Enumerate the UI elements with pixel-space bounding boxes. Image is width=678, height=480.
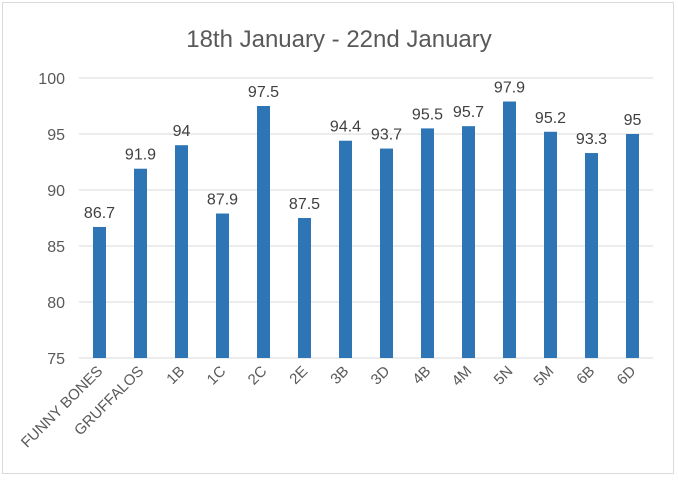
x-tick-label: 3D: [368, 363, 394, 389]
data-label: 94: [173, 123, 191, 140]
x-tick-label: 2C: [245, 363, 271, 389]
x-tick-label: 6D: [614, 363, 640, 389]
x-tick-label: 4B: [409, 363, 434, 388]
data-label: 95.5: [412, 106, 443, 123]
y-tick-label: 95: [47, 127, 65, 144]
x-tick-label: 5M: [531, 363, 558, 390]
bar-chart: 18th January - 22nd January 75 80 85 90 95 10…: [18, 26, 653, 452]
bar: [626, 134, 639, 358]
bar: [380, 148, 393, 358]
x-tick-label: 2E: [286, 363, 311, 388]
bar: [298, 218, 311, 358]
x-tick-label: 5N: [491, 363, 517, 389]
data-label: 87.9: [207, 192, 238, 209]
y-tick-label: 100: [38, 71, 65, 88]
bar: [216, 213, 229, 358]
data-label: 97.5: [248, 84, 279, 101]
y-tick-label: 90: [47, 183, 65, 200]
chart-area: 18th January - 22nd January 75 80 85 90 95 10…: [2, 2, 674, 474]
x-tick-label: 4M: [449, 363, 476, 390]
gridlines: [79, 77, 653, 359]
bar: [339, 140, 352, 358]
bar: [134, 168, 147, 358]
bar: [175, 145, 188, 358]
y-tick-label: 80: [47, 295, 65, 312]
data-label: 86.7: [84, 205, 115, 222]
data-label: 97.9: [494, 80, 525, 97]
bar: [421, 128, 434, 358]
data-label: 91.9: [125, 147, 156, 164]
bar: [503, 101, 516, 359]
y-axis-tick-labels: 75 80 85 90 95 100: [38, 71, 65, 368]
x-tick-label: 1C: [204, 363, 230, 389]
data-label: 87.5: [289, 196, 320, 213]
y-tick-label: 85: [47, 239, 65, 256]
bar: [544, 131, 557, 358]
data-label: 95.7: [453, 104, 484, 121]
data-label: 94.4: [330, 119, 361, 136]
x-tick-label: 6B: [573, 363, 598, 388]
x-tick-label: 1B: [163, 363, 188, 388]
bar: [585, 153, 598, 358]
y-tick-label: 75: [47, 351, 65, 368]
bar: [93, 226, 106, 358]
data-label: 95.2: [535, 110, 566, 127]
x-tick-label: 3B: [327, 363, 352, 388]
data-label: 93.3: [576, 131, 607, 148]
chart-title: 18th January - 22nd January: [186, 26, 492, 53]
bars: [93, 101, 639, 359]
bar: [462, 126, 475, 358]
data-label: 95: [624, 112, 642, 129]
bar: [257, 106, 270, 358]
data-label: 93.7: [371, 127, 402, 144]
data-labels: 86.7 91.9 94 87.9 97.5 87.5 94.4 93.7 95.5 95.7 97…: [84, 80, 642, 222]
